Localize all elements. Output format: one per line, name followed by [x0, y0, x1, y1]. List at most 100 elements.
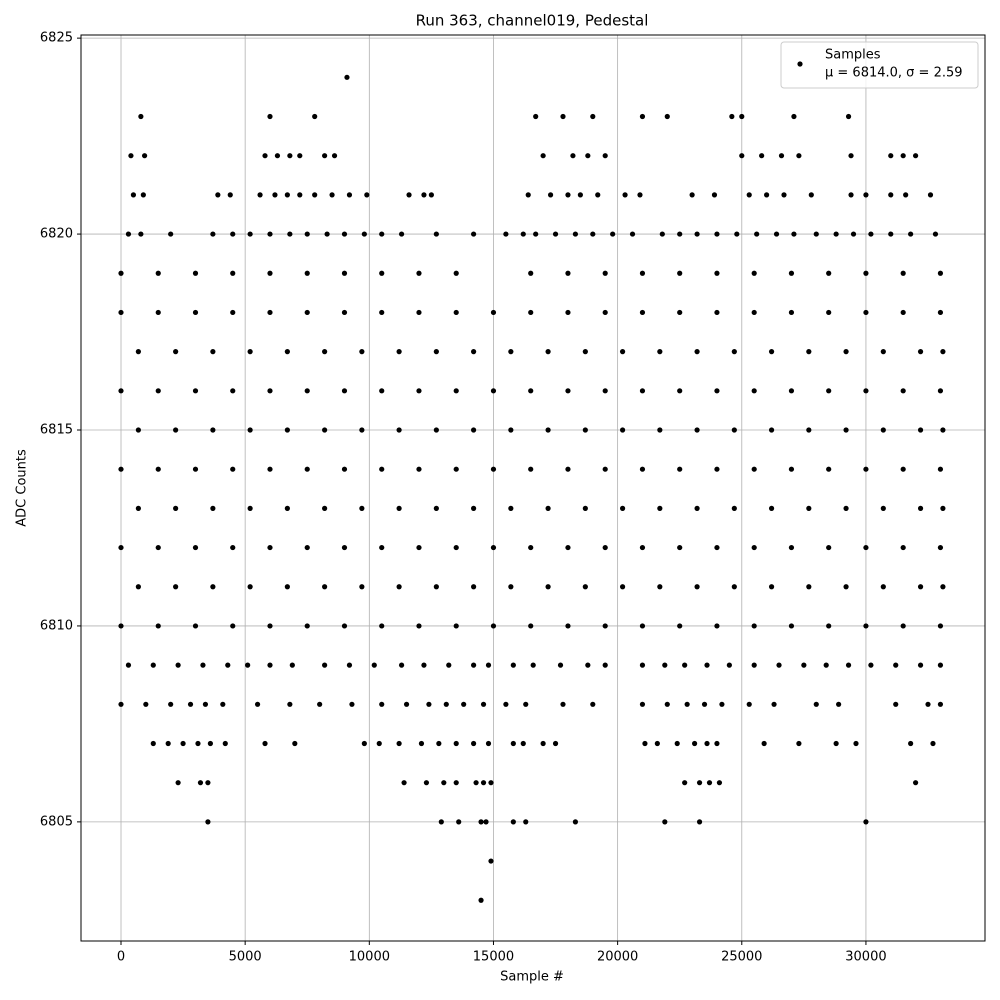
data-point	[826, 388, 832, 394]
data-point	[245, 662, 251, 668]
data-point	[433, 349, 439, 355]
data-point	[205, 780, 211, 786]
y-tick-label: 6815	[40, 423, 73, 438]
data-point	[714, 544, 720, 551]
data-point	[746, 701, 752, 707]
data-point	[677, 466, 683, 472]
data-point	[215, 192, 221, 198]
data-point	[788, 388, 795, 394]
data-point	[192, 309, 199, 316]
data-point	[654, 740, 660, 747]
data-point	[806, 584, 812, 590]
data-point	[768, 505, 775, 511]
data-point	[540, 740, 546, 747]
data-point	[359, 427, 365, 433]
data-point	[267, 270, 273, 276]
data-point	[135, 505, 141, 511]
data-point	[523, 819, 529, 825]
data-point	[210, 584, 216, 590]
data-point	[731, 505, 737, 511]
data-point	[210, 231, 216, 237]
data-point	[692, 740, 698, 747]
data-point	[940, 349, 946, 355]
data-point	[545, 505, 551, 511]
data-point	[175, 662, 181, 668]
data-point	[118, 701, 124, 707]
data-point	[565, 466, 571, 472]
data-point	[751, 466, 757, 472]
data-point	[639, 388, 646, 394]
data-point	[207, 740, 213, 747]
data-point	[471, 584, 477, 590]
data-point	[528, 466, 534, 472]
data-point	[490, 309, 497, 316]
data-point	[262, 153, 268, 159]
data-point	[376, 740, 382, 747]
data-point	[155, 623, 161, 629]
data-point	[868, 231, 874, 237]
data-point	[572, 231, 579, 237]
data-point	[602, 544, 608, 551]
data-point	[267, 309, 273, 316]
data-point	[461, 701, 467, 707]
data-point	[155, 309, 161, 316]
data-point	[192, 544, 199, 551]
data-point	[719, 701, 725, 707]
data-point	[940, 505, 946, 511]
data-point	[418, 740, 425, 747]
x-tick-label: 20000	[597, 950, 638, 965]
data-point	[729, 113, 735, 120]
data-point	[416, 544, 422, 551]
data-point	[222, 740, 228, 747]
data-point	[150, 662, 156, 668]
data-point	[547, 192, 554, 198]
data-point	[436, 740, 442, 747]
data-point	[657, 349, 663, 355]
data-point	[773, 231, 780, 237]
data-point	[694, 349, 700, 355]
data-point	[416, 388, 422, 394]
data-point	[118, 388, 124, 394]
data-point	[379, 623, 385, 629]
data-point	[908, 740, 914, 747]
data-point	[565, 309, 571, 316]
data-point	[560, 113, 566, 120]
data-point	[322, 505, 328, 511]
data-point	[629, 231, 636, 237]
data-point	[421, 662, 427, 668]
data-point	[173, 427, 179, 433]
data-point	[210, 349, 216, 355]
data-point	[900, 153, 906, 159]
data-point	[379, 544, 385, 551]
data-point	[619, 505, 626, 511]
data-point	[602, 309, 608, 316]
data-point	[912, 780, 919, 786]
data-point	[619, 584, 626, 590]
data-point	[125, 662, 132, 668]
data-point	[768, 584, 775, 590]
data-point	[471, 740, 477, 747]
data-point	[932, 231, 939, 237]
data-point	[843, 349, 849, 355]
data-point	[833, 740, 839, 747]
data-point	[836, 701, 842, 707]
data-point	[900, 388, 906, 394]
data-point	[428, 192, 434, 198]
data-point	[937, 662, 944, 668]
data-point	[510, 662, 516, 668]
data-point	[490, 466, 497, 472]
plot-frame	[80, 34, 986, 942]
data-point	[304, 231, 310, 237]
data-point	[322, 584, 328, 590]
data-point	[714, 466, 720, 472]
data-point	[739, 153, 745, 159]
data-point	[396, 427, 402, 433]
data-point	[329, 192, 335, 198]
data-point	[118, 270, 124, 276]
data-point	[863, 270, 869, 276]
data-point	[937, 701, 944, 707]
data-point	[398, 231, 405, 237]
data-point	[585, 153, 591, 159]
data-point	[880, 349, 886, 355]
data-point	[304, 270, 310, 276]
